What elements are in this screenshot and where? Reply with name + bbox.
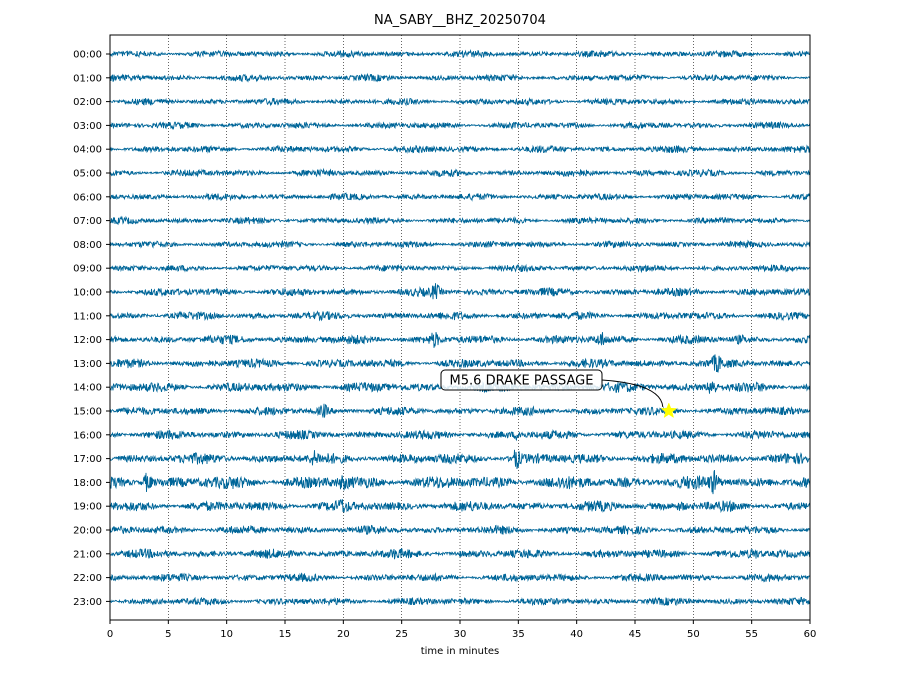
x-axis: 0 5 10 15 20 25 30 35 40 45 50 55 60 (107, 620, 817, 640)
y-tick-label: 05:00 (73, 169, 102, 180)
y-tick-label: 18:00 (73, 478, 102, 489)
y-tick-label: 01:00 (73, 73, 102, 84)
trace-1700 (109, 449, 811, 470)
trace-0300 (109, 120, 811, 131)
event-arrow (601, 379, 664, 408)
event-star-marker (660, 402, 678, 419)
trace-0700 (109, 215, 811, 226)
trace-0100 (109, 72, 811, 83)
y-tick-label: 17:00 (73, 454, 102, 465)
x-tick-label: 0 (107, 629, 113, 640)
y-tick-label: 20:00 (73, 526, 102, 537)
trace-1900 (109, 499, 811, 514)
event-annotation: M5.6 DRAKE PASSAGE (440, 369, 678, 419)
trace-1600 (109, 429, 811, 442)
y-tick-label: 03:00 (73, 121, 102, 132)
y-tick-label: 00:00 (73, 50, 102, 61)
trace-1200 (109, 332, 811, 348)
event-label: M5.6 DRAKE PASSAGE (450, 374, 594, 389)
trace-2300 (109, 596, 811, 607)
trace-0800 (109, 239, 811, 249)
y-tick-label: 06:00 (73, 192, 102, 203)
x-tick-label: 60 (804, 629, 817, 640)
y-tick-label: 16:00 (73, 430, 102, 441)
y-tick-label: 11:00 (73, 311, 102, 322)
x-tick-label: 10 (220, 629, 233, 640)
y-tick-label: 08:00 (73, 240, 102, 251)
y-tick-label: 14:00 (73, 383, 102, 394)
trace-2000 (109, 524, 811, 536)
trace-2200 (109, 572, 811, 583)
x-tick-label: 25 (395, 629, 408, 640)
y-tick-label: 15:00 (73, 407, 102, 418)
y-tick-label: 02:00 (73, 97, 102, 108)
trace-0600 (109, 192, 811, 202)
x-axis-label: time in minutes (421, 646, 500, 657)
traces (109, 48, 811, 607)
trace-0500 (109, 167, 811, 178)
trace-0900 (109, 263, 811, 274)
x-tick-label: 30 (454, 629, 467, 640)
x-tick-label: 5 (165, 629, 171, 640)
trace-1100 (109, 310, 811, 322)
y-tick-label: 12:00 (73, 335, 102, 346)
x-tick-label: 45 (629, 629, 642, 640)
y-tick-label: 07:00 (73, 216, 102, 227)
y-tick-label: 22:00 (73, 573, 102, 584)
x-tick-label: 15 (279, 629, 292, 640)
x-tick-label: 50 (687, 629, 700, 640)
trace-0000 (109, 48, 811, 59)
y-axis: 00:00 01:00 02:00 03:00 04:00 05:00 06:00 07:00… (73, 50, 110, 608)
y-tick-label: 13:00 (73, 359, 102, 370)
y-tick-label: 04:00 (73, 145, 102, 156)
y-tick-label: 21:00 (73, 549, 102, 560)
trace-1000 (109, 283, 811, 300)
x-tick-label: 35 (512, 629, 525, 640)
trace-0200 (109, 97, 811, 107)
y-tick-label: 10:00 (73, 288, 102, 299)
trace-1300 (109, 354, 811, 373)
trace-1500 (109, 403, 811, 418)
trace-1800 (109, 470, 811, 495)
y-tick-label: 23:00 (73, 597, 102, 608)
y-tick-label: 09:00 (73, 264, 102, 275)
y-tick-label: 19:00 (73, 502, 102, 513)
x-tick-label: 40 (570, 629, 583, 640)
trace-0400 (109, 144, 811, 154)
event-label-box (440, 369, 603, 391)
trace-2100 (109, 547, 811, 560)
chart-title: NA_SABY__BHZ_20250704 (374, 13, 546, 28)
x-tick-label: 20 (337, 629, 350, 640)
x-tick-label: 55 (745, 629, 758, 640)
